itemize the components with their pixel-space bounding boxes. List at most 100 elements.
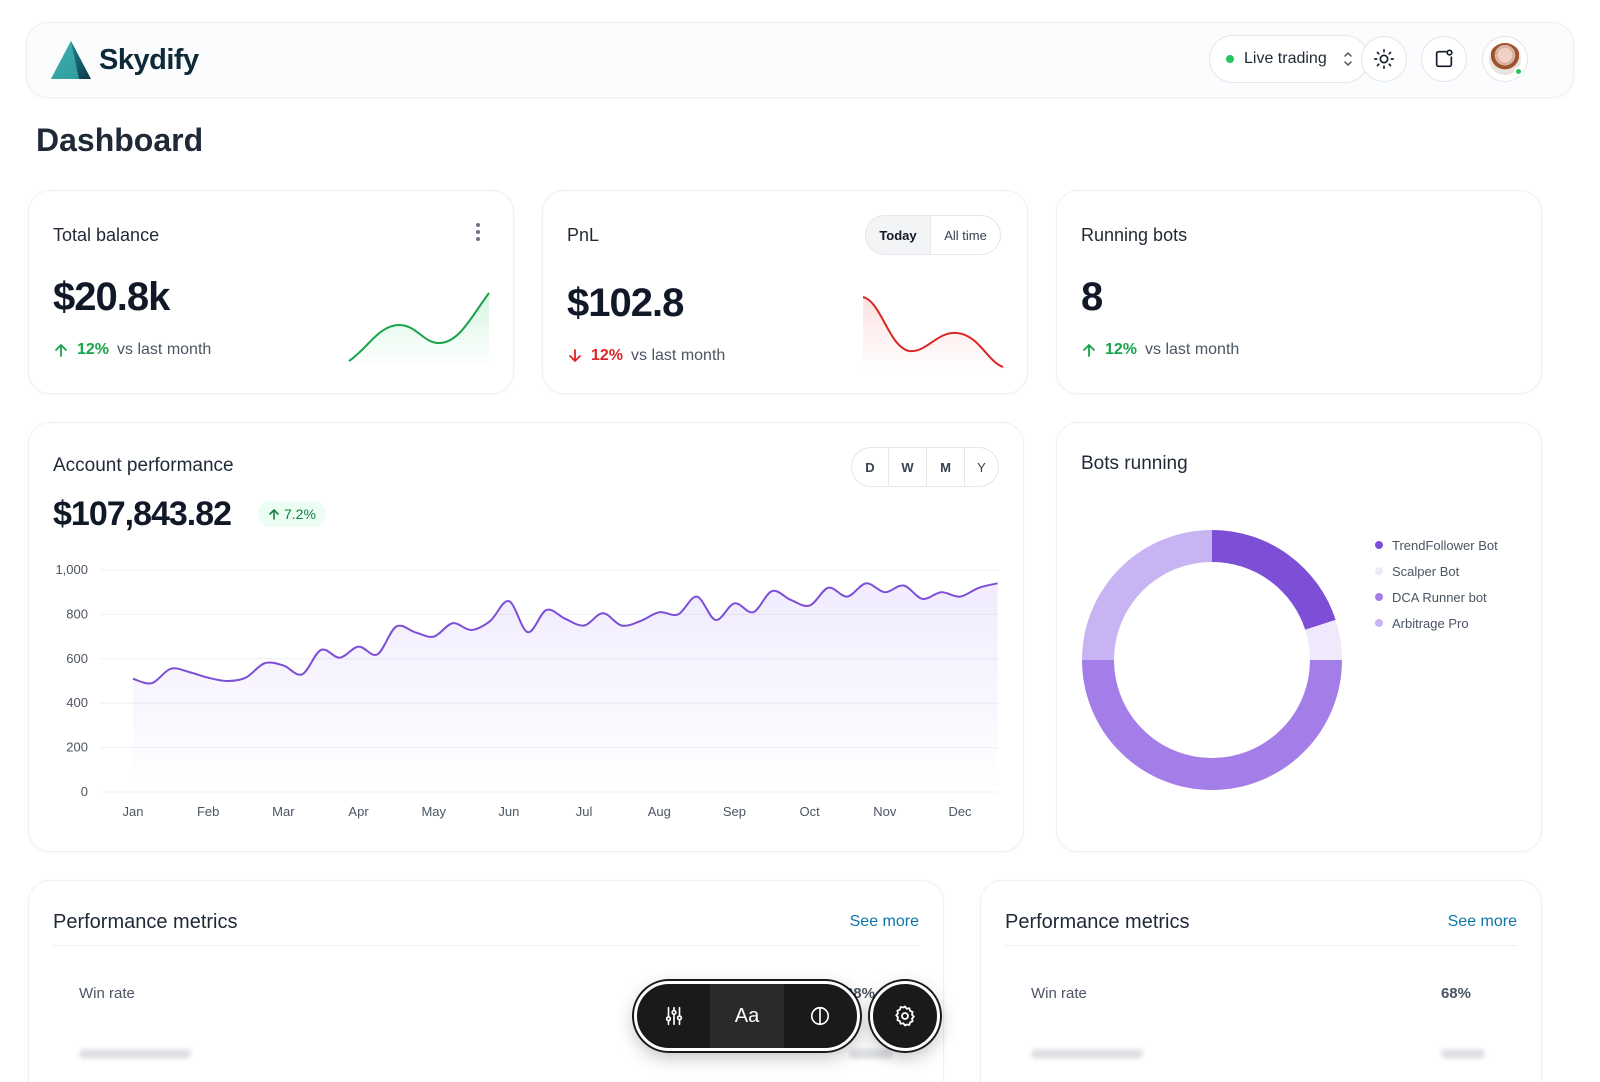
range-selector: D W M Y: [851, 447, 999, 487]
gear-icon: [895, 1005, 915, 1027]
card-title: Bots running: [1081, 453, 1188, 474]
legend-label: TrendFollower Bot: [1392, 537, 1498, 553]
pnl-value: $102.8: [567, 281, 684, 325]
x-tick-label: Oct: [800, 804, 821, 819]
balance-delta: 12% vs last month: [53, 341, 211, 359]
skydify-logo-icon: [51, 41, 91, 79]
trading-mode-select[interactable]: Live trading: [1209, 35, 1369, 83]
balance-sparkline: [348, 292, 490, 367]
faded-row: [1031, 1049, 1143, 1059]
brand-logo[interactable]: Skydify: [49, 39, 199, 81]
see-more-link[interactable]: See more: [1447, 913, 1517, 930]
trading-mode-label: Live trading: [1244, 50, 1327, 67]
divider: [1005, 945, 1517, 946]
running-bots-card: Running bots 8 12% vs last month: [1056, 190, 1542, 394]
y-tick-label: 400: [66, 695, 88, 710]
toggle-today[interactable]: Today: [866, 216, 930, 254]
performance-metrics-card-right: Performance metrics See more Win rate 68…: [980, 880, 1542, 1082]
x-tick-label: Jan: [123, 804, 144, 819]
divider: [53, 945, 919, 946]
x-tick-label: Dec: [948, 804, 972, 819]
share-button[interactable]: [1421, 36, 1467, 82]
performance-value: $107,843.82: [53, 495, 232, 533]
range-d[interactable]: D: [865, 459, 875, 475]
legend-item: DCA Runner bot: [1375, 584, 1498, 610]
toggle-all-time[interactable]: All time: [930, 216, 1000, 254]
x-tick-label: Sep: [723, 804, 746, 819]
bots-value: 8: [1081, 275, 1103, 319]
x-tick-label: Nov: [873, 804, 897, 819]
donut-slice-dca-runner-bot[interactable]: [1082, 659, 1342, 790]
win-rate-value: 68%: [1440, 985, 1471, 1002]
card-title: Total balance: [53, 225, 160, 245]
more-options-icon[interactable]: [473, 223, 483, 241]
legend-label: Arbitrage Pro: [1392, 615, 1469, 631]
pnl-pct: 12%: [591, 347, 624, 364]
win-rate-label: Win rate: [1031, 985, 1087, 1002]
arrow-up-icon: [269, 509, 279, 520]
live-status-dot: [1226, 55, 1234, 63]
sliders-icon: [665, 1006, 682, 1026]
donut-slice-trendfollower-bot[interactable]: [1211, 530, 1336, 631]
chevron-up-down-icon: [1343, 50, 1353, 68]
contrast-button[interactable]: [784, 984, 857, 1048]
y-tick-label: 600: [66, 651, 88, 666]
donut-slice-arbitrage-pro[interactable]: [1082, 530, 1213, 661]
share-window-icon: [1435, 49, 1453, 68]
y-tick-label: 200: [66, 740, 88, 755]
arrow-down-icon: [569, 349, 581, 362]
y-tick-label: 1,000: [55, 562, 88, 577]
brand-name: Skydify: [99, 43, 199, 76]
arrow-up-icon: [55, 344, 67, 357]
sun-icon: [1374, 49, 1394, 69]
see-more-link[interactable]: See more: [849, 913, 919, 930]
legend-item: Scalper Bot: [1375, 558, 1498, 584]
legend-label: DCA Runner bot: [1392, 589, 1487, 605]
top-bar: Skydify Live trading: [26, 22, 1574, 98]
range-m[interactable]: M: [926, 448, 964, 486]
arrow-up-icon: [1083, 344, 1095, 357]
online-status-dot: [1514, 67, 1523, 76]
settings-button[interactable]: [870, 981, 940, 1051]
legend-label: Scalper Bot: [1392, 563, 1460, 579]
donut-legend: TrendFollower Bot Scalper Bot DCA Runner…: [1375, 532, 1498, 636]
performance-chart: 0 200 400 600 800 1,000 Jan Feb Mar Apr May Jun Jul…: [55, 562, 998, 819]
pnl-suffix: vs last month: [631, 347, 726, 364]
balance-suffix: vs last month: [117, 341, 212, 358]
adjustments-button[interactable]: [637, 984, 710, 1048]
bots-pct: 12%: [1105, 341, 1138, 358]
contrast-icon: [811, 1006, 830, 1026]
legend-dot: [1375, 619, 1383, 627]
x-tick-label: Feb: [197, 804, 219, 819]
pnl-delta: 12% vs last month: [567, 347, 725, 365]
performance-area: [133, 583, 998, 792]
card-title: PnL: [567, 225, 600, 245]
theme-toggle-button[interactable]: [1361, 36, 1407, 82]
bots-delta: 12% vs last month: [1081, 341, 1239, 359]
card-title: Running bots: [1081, 225, 1188, 245]
typography-button[interactable]: Aa: [710, 984, 784, 1048]
pnl-range-toggle: Today All time: [865, 215, 1001, 255]
bots-running-card: Bots running: [1056, 422, 1542, 852]
legend-dot: [1375, 541, 1383, 549]
x-tick-label: Jun: [498, 804, 519, 819]
legend-item: Arbitrage Pro: [1375, 610, 1498, 636]
x-tick-label: Mar: [272, 804, 295, 819]
win-rate-label: Win rate: [79, 985, 135, 1002]
legend-dot: [1375, 593, 1383, 601]
range-y[interactable]: Y: [964, 448, 998, 486]
faded-row: [1441, 1049, 1485, 1059]
text-size-label: Aa: [734, 1004, 760, 1027]
badge-value: 7.2%: [284, 506, 316, 522]
bots-donut-chart: [1082, 530, 1342, 790]
x-tick-label: Apr: [348, 804, 369, 819]
metrics-title: Performance metrics: [53, 911, 238, 933]
performance-line: [132, 582, 998, 685]
balance-pct: 12%: [77, 341, 110, 358]
faded-row: [849, 1049, 893, 1059]
user-avatar-button[interactable]: [1482, 36, 1528, 82]
faded-row: [79, 1049, 191, 1059]
range-w[interactable]: W: [888, 448, 926, 486]
x-tick-label: May: [421, 804, 446, 819]
donut-slice-scalper-bot[interactable]: [1305, 619, 1342, 661]
